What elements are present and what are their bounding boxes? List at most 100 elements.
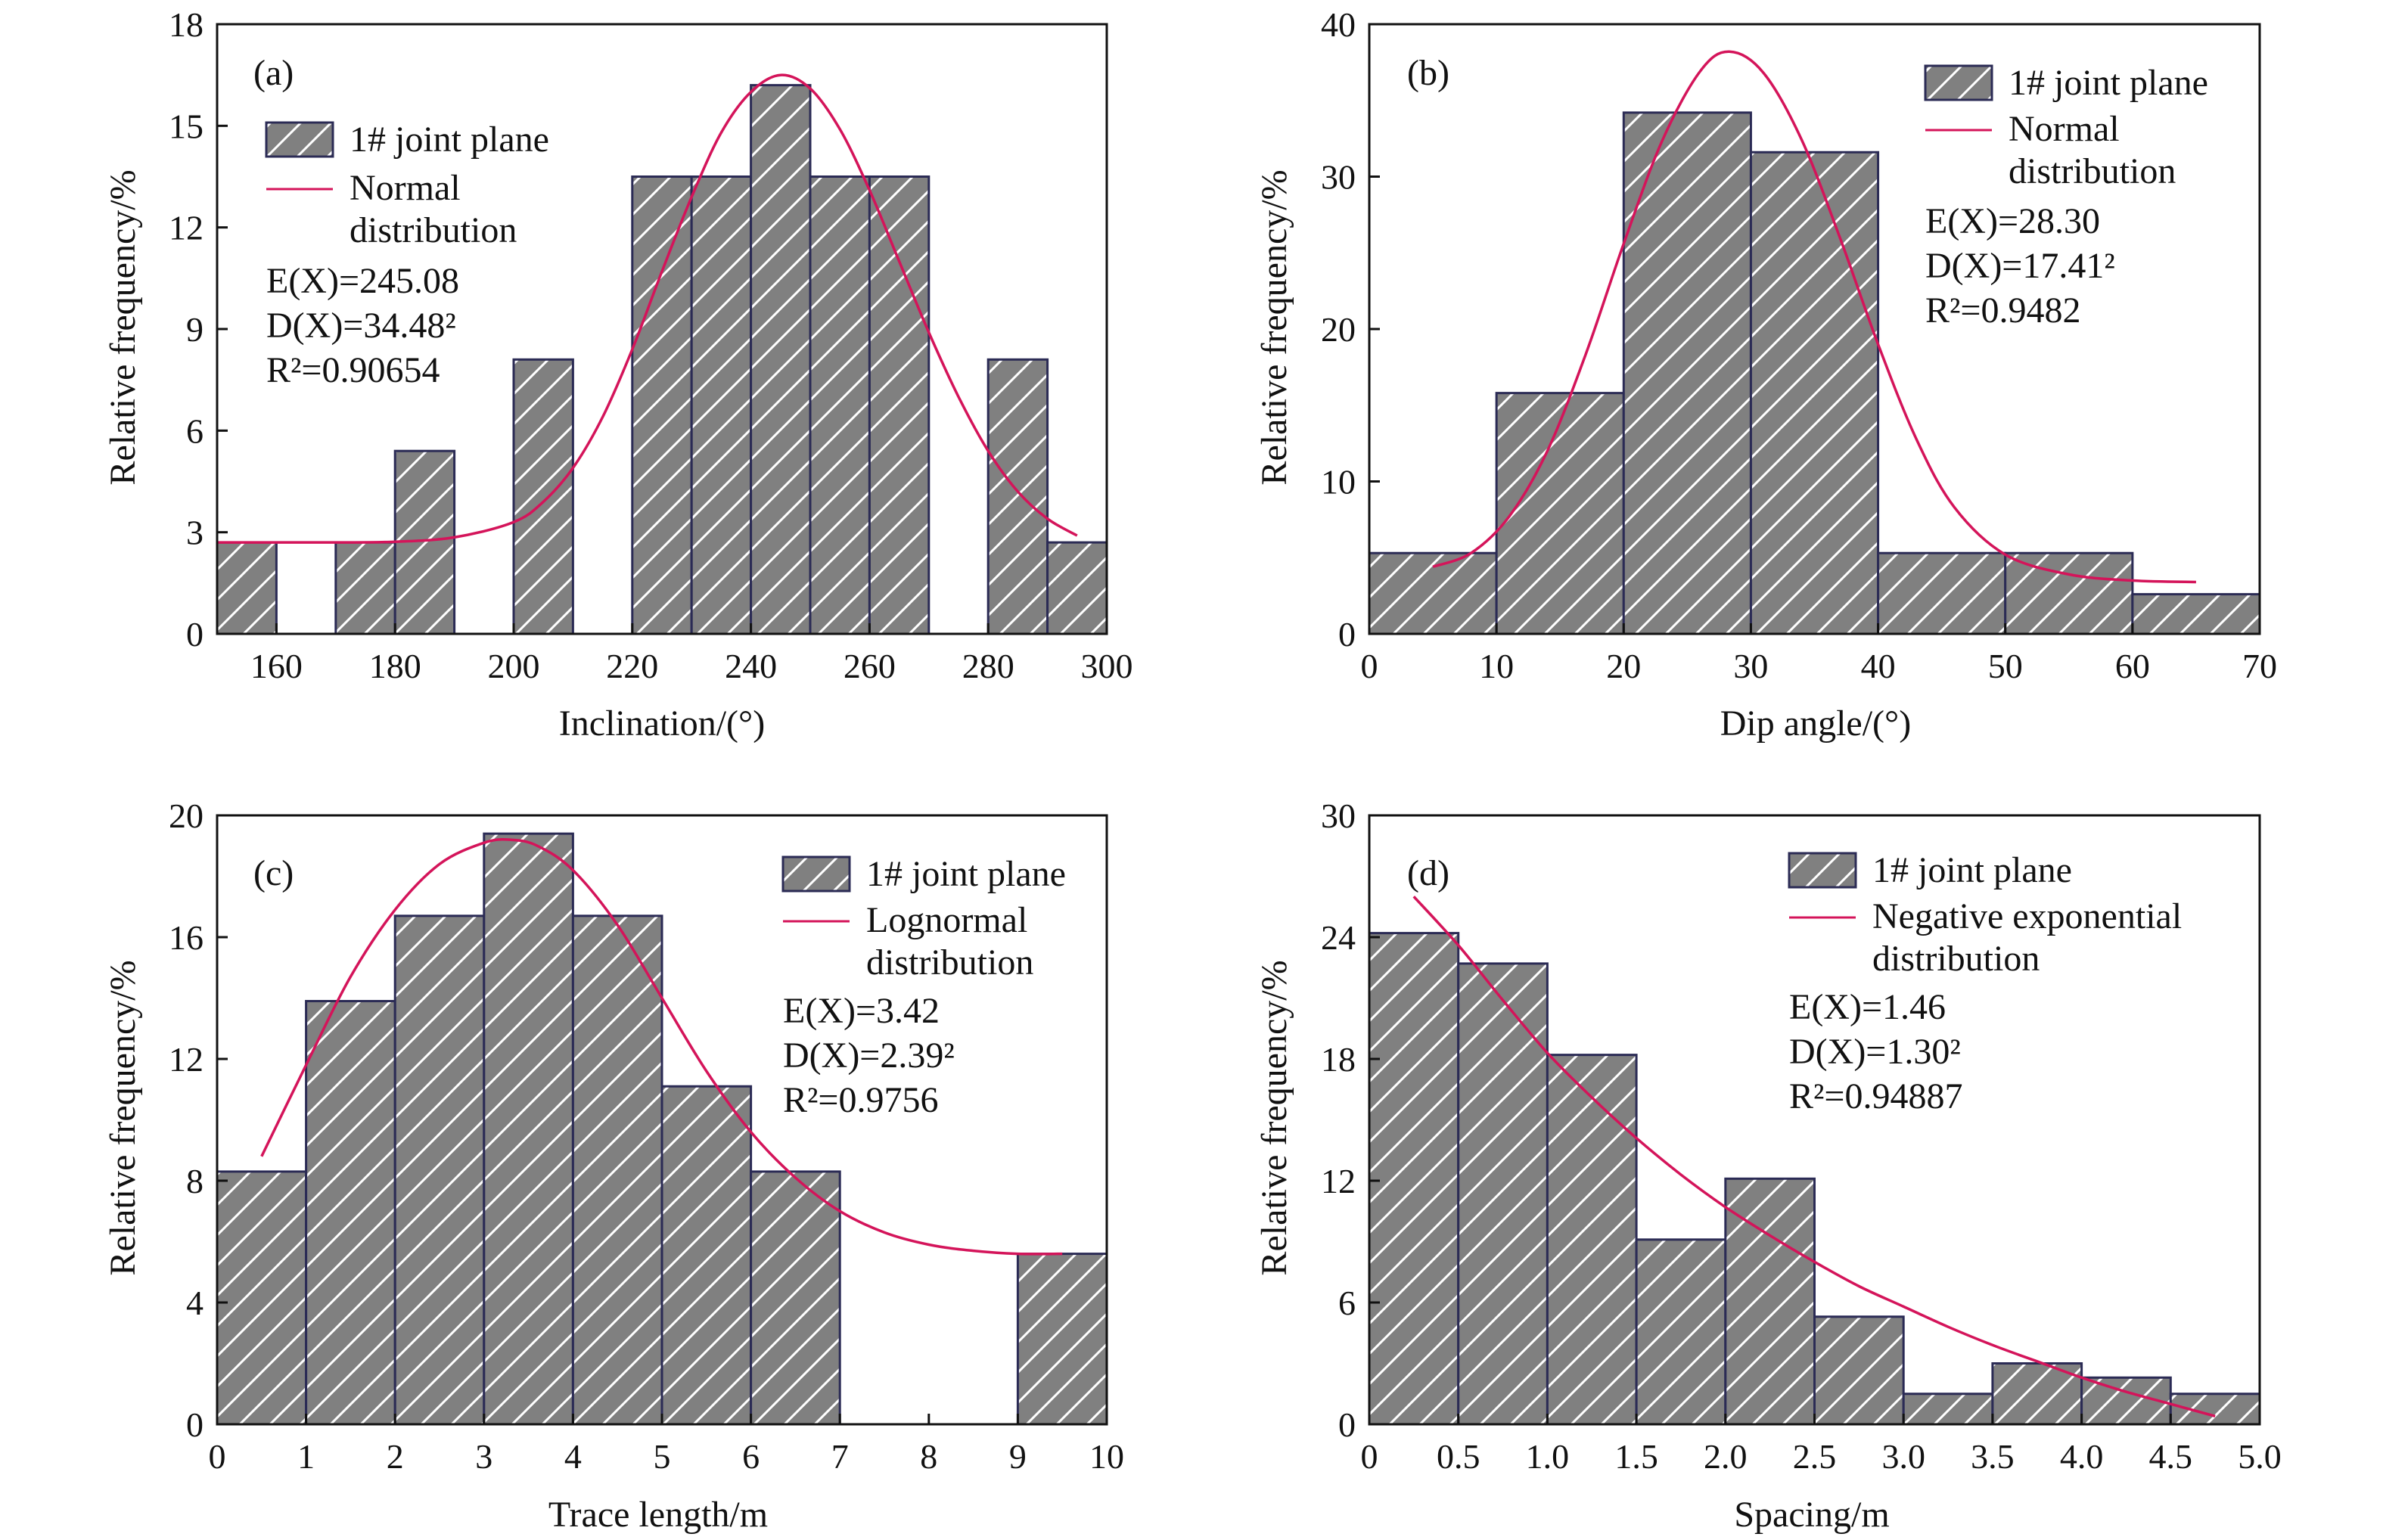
stat-expected-value: E(X)=1.46 (1789, 987, 1946, 1027)
chart-panel-a: (a) Relative frequency/% Inclination/(°)… (103, 5, 1133, 744)
x-tick-label: 240 (725, 647, 777, 685)
x-tick-label: 0 (1361, 1437, 1378, 1476)
y-axis-label: Relative frequency/% (1254, 960, 1294, 1275)
histogram-bar (660, 1085, 753, 1426)
y-tick-label: 12 (169, 209, 204, 247)
histogram-bar (512, 358, 574, 635)
legend-bar-swatch (1924, 64, 1993, 101)
stat-r-squared: R²=0.94887 (1789, 1076, 1962, 1116)
legend-curve-label-line1: Normal (350, 168, 461, 208)
y-tick-label: 0 (1338, 1405, 1356, 1444)
histogram-bar (1724, 1177, 1816, 1426)
y-tick-label: 6 (1338, 1284, 1356, 1322)
x-tick-label: 1.5 (1614, 1437, 1658, 1476)
histogram-bar (1457, 962, 1549, 1426)
histogram-bar (1368, 551, 1498, 635)
histogram-bar (1749, 151, 1880, 635)
y-tick-label: 24 (1321, 918, 1356, 957)
x-tick-label: 300 (1081, 647, 1133, 685)
histogram-bar (750, 84, 812, 635)
y-axis-label: Relative frequency/% (103, 169, 143, 485)
x-tick-label: 40 (1861, 647, 1896, 685)
histogram-bar (2169, 1393, 2261, 1426)
legend-curve-label-line2: distribution (866, 942, 1033, 983)
x-tick-label: 60 (2115, 647, 2150, 685)
histogram-bar (1016, 1253, 1108, 1426)
histogram-bar (631, 175, 693, 635)
y-tick-label: 18 (1321, 1040, 1356, 1079)
x-tick-label: 7 (831, 1437, 849, 1476)
stat-variance: D(X)=2.39² (783, 1035, 955, 1076)
fit-curve (1432, 50, 2196, 584)
y-tick-label: 3 (186, 514, 204, 552)
fit-statistics: E(X)=28.30 D(X)=17.41² R²=0.9482 (1925, 201, 2115, 331)
x-tick-label: 2.5 (1793, 1437, 1837, 1476)
y-axis-label: Relative frequency/% (1254, 169, 1294, 485)
legend-bar-label: 1# joint plane (350, 120, 549, 160)
fit-statistics: E(X)=3.42 D(X)=2.39² R²=0.9756 (783, 991, 955, 1120)
x-axis-label: Inclination/(°) (559, 703, 765, 744)
y-tick-label: 10 (1321, 463, 1356, 501)
histogram-bar (216, 541, 278, 635)
x-axis-label: Spacing/m (1734, 1495, 1889, 1535)
stat-variance: D(X)=1.30² (1789, 1032, 1961, 1072)
legend: 1# joint plane Normal distribution (1924, 63, 2208, 191)
histogram-bar (1877, 551, 2007, 635)
y-tick-label: 12 (1321, 1162, 1356, 1200)
x-tick-label: 160 (250, 647, 303, 685)
panel-tag: (b) (1407, 53, 1449, 93)
x-tick-label: 2.0 (1704, 1437, 1748, 1476)
x-axis-label: Dip angle/(°) (1720, 703, 1911, 744)
stat-expected-value: E(X)=3.42 (783, 991, 940, 1031)
x-tick-label: 1 (297, 1437, 315, 1476)
x-tick-label: 280 (962, 647, 1014, 685)
y-tick-label: 4 (186, 1284, 204, 1322)
chart-panel-b: (b) Relative frequency/% Dip angle/(°) 0… (1254, 5, 2277, 744)
histogram-bar (690, 175, 753, 635)
fit-statistics: E(X)=245.08 D(X)=34.48² R²=0.90654 (266, 261, 459, 390)
histogram-bar (1495, 392, 1625, 635)
y-tick-label: 30 (1321, 796, 1356, 835)
fit-statistics: E(X)=1.46 D(X)=1.30² R²=0.94887 (1789, 987, 1962, 1116)
x-tick-label: 0.5 (1437, 1437, 1480, 1476)
legend-curve-label-line1: Negative exponential (1872, 896, 2182, 936)
y-tick-label: 40 (1321, 5, 1356, 44)
legend-bar-label: 1# joint plane (866, 854, 1066, 894)
x-tick-label: 200 (488, 647, 540, 685)
y-tick-label: 0 (186, 1405, 204, 1444)
legend: 1# joint plane Negative exponential dist… (1788, 850, 2182, 979)
x-tick-label: 6 (742, 1437, 760, 1476)
histogram-bar (809, 175, 871, 635)
x-tick-label: 180 (369, 647, 421, 685)
fit-curve (217, 73, 1078, 544)
x-tick-label: 260 (844, 647, 896, 685)
stat-r-squared: R²=0.9482 (1925, 290, 2080, 331)
x-tick-label: 1.0 (1526, 1437, 1570, 1476)
histogram-bar (571, 914, 663, 1426)
y-tick-label: 30 (1321, 158, 1356, 197)
y-tick-label: 12 (169, 1040, 204, 1079)
legend-curve-label-line2: distribution (1872, 939, 2040, 979)
histogram-bar (1635, 1238, 1727, 1426)
histogram-bar (334, 541, 396, 635)
legend-curve-label-line1: Normal (2009, 109, 2120, 149)
legend: 1# joint plane Lognormal distribution (781, 854, 1066, 983)
y-tick-label: 8 (186, 1162, 204, 1200)
histogram-bar (1622, 111, 1752, 635)
y-tick-label: 15 (169, 107, 204, 145)
x-tick-label: 220 (606, 647, 658, 685)
y-tick-label: 20 (169, 796, 204, 835)
x-tick-label: 5.0 (2238, 1437, 2282, 1476)
x-tick-label: 10 (1089, 1437, 1124, 1476)
histogram-bar (1368, 932, 1460, 1426)
histogram-bar (2131, 593, 2261, 635)
y-tick-label: 6 (186, 411, 204, 450)
x-tick-label: 10 (1479, 647, 1514, 685)
histogram-bar (1902, 1393, 1994, 1426)
x-axis-label: Trace length/m (548, 1495, 768, 1535)
x-tick-label: 2 (387, 1437, 404, 1476)
y-tick-label: 20 (1321, 310, 1356, 349)
legend-bar-swatch (265, 121, 334, 158)
y-tick-label: 18 (169, 5, 204, 44)
